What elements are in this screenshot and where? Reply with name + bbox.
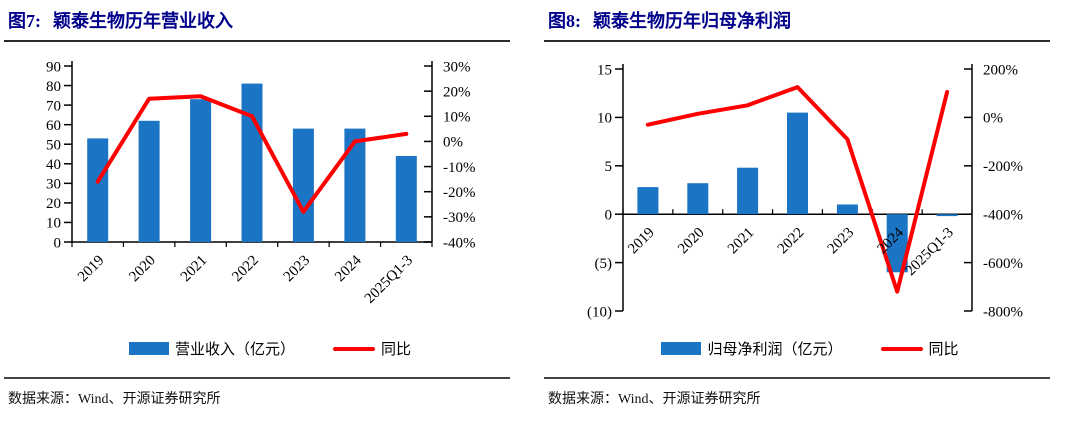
svg-text:0: 0	[54, 235, 62, 251]
svg-text:2025Q1-3: 2025Q1-3	[362, 253, 416, 307]
legend-item-net-profit-bars: 归母净利润（亿元）	[661, 338, 843, 359]
legend-label: 营业收入（亿元）	[174, 342, 295, 358]
svg-text:-600%: -600%	[983, 256, 1023, 272]
svg-text:2019: 2019	[625, 225, 658, 258]
svg-text:-10%: -10%	[443, 160, 476, 176]
data-source-note: 数据来源：Wind、开源证券研究所	[548, 392, 761, 407]
svg-text:2024: 2024	[332, 252, 365, 285]
panel-revenue-chart: 图7: 颖泰生物历年营业收入 90 80 70 60 50 40 30 20 10 0 30% 20% 1…	[0, 7, 540, 407]
svg-text:0%: 0%	[443, 135, 463, 151]
net-profit-chart-legend: 归母净利润（亿元） 同比	[540, 338, 1080, 359]
panel-net-profit-chart: 图8: 颖泰生物历年归母净利润 15 10 5 0 (5) (10) 200% 0% -200% -…	[540, 0, 1080, 422]
svg-text:-40%: -40%	[443, 235, 476, 251]
title-underline	[544, 40, 1050, 42]
figure-number-label: 图8:	[548, 11, 581, 31]
footer-divider	[544, 377, 1050, 379]
svg-text:70: 70	[46, 98, 61, 114]
bar-series-swatch-icon	[661, 342, 702, 355]
svg-text:2019: 2019	[75, 253, 108, 286]
bar-series-swatch-icon	[128, 342, 169, 355]
bar-series	[637, 112, 958, 273]
svg-text:30: 30	[46, 177, 61, 193]
svg-text:(5): (5)	[595, 256, 613, 272]
svg-text:2021: 2021	[178, 253, 211, 286]
svg-text:10: 10	[597, 111, 612, 127]
revenue-chart-legend: 营业收入（亿元） 同比	[0, 338, 540, 359]
svg-text:2023: 2023	[281, 253, 314, 286]
svg-text:2022: 2022	[229, 253, 262, 286]
line-series-swatch-icon	[333, 346, 375, 351]
legend-label: 归母净利润（亿元）	[707, 342, 843, 358]
svg-text:50: 50	[46, 137, 61, 153]
svg-text:10%: 10%	[443, 110, 471, 126]
svg-text:-200%: -200%	[983, 159, 1023, 175]
svg-text:60: 60	[46, 118, 61, 134]
svg-text:30%: 30%	[443, 59, 471, 75]
axes: 90 80 70 60 50 40 30 20 10 0 30% 20% 10% 0% -10% -20% -3…	[46, 59, 476, 251]
data-source-note: 数据来源：Wind、开源证券研究所	[8, 392, 221, 407]
svg-text:(10): (10)	[587, 304, 612, 320]
chart-title-net-profit: 图8: 颖泰生物历年归母净利润	[548, 7, 1060, 33]
svg-text:2021: 2021	[725, 225, 758, 258]
footer-divider	[4, 377, 510, 379]
net-profit-chart-canvas: 15 10 5 0 (5) (10) 200% 0% -200% -400% -600% -800% 2…	[540, 45, 1080, 337]
svg-text:2020: 2020	[675, 225, 708, 258]
svg-text:0%: 0%	[983, 111, 1003, 127]
svg-text:-20%: -20%	[443, 185, 476, 201]
svg-text:15: 15	[597, 62, 612, 78]
svg-text:5: 5	[605, 159, 613, 175]
chart-title-revenue: 图7: 颖泰生物历年营业收入	[8, 7, 520, 33]
svg-text:80: 80	[46, 79, 61, 95]
svg-text:0: 0	[605, 207, 613, 223]
chart-title-text: 颖泰生物历年营业收入	[53, 11, 233, 31]
svg-text:10: 10	[46, 216, 61, 232]
svg-text:90: 90	[46, 59, 61, 75]
combo-chart-svg: 15 10 5 0 (5) (10) 200% 0% -200% -400% -600% -800% 2…	[587, 62, 1023, 320]
line-series-swatch-icon	[880, 346, 923, 351]
legend-item-yoy-line: 同比	[880, 338, 959, 359]
legend-label: 同比	[381, 342, 412, 358]
svg-text:40: 40	[46, 157, 61, 173]
svg-text:2022: 2022	[775, 225, 808, 258]
svg-text:-30%: -30%	[443, 210, 476, 226]
svg-text:2020: 2020	[126, 253, 159, 286]
legend-item-yoy-line: 同比	[333, 338, 411, 359]
svg-text:200%: 200%	[983, 62, 1018, 78]
bar-series	[87, 83, 417, 242]
svg-text:20%: 20%	[443, 84, 471, 100]
svg-text:2023: 2023	[825, 225, 858, 258]
title-underline	[4, 40, 510, 42]
combo-chart-svg: 90 80 70 60 50 40 30 20 10 0 30% 20% 10% 0% -10% -20% -3…	[46, 59, 476, 307]
legend-label: 同比	[928, 342, 959, 358]
svg-text:-400%: -400%	[983, 207, 1023, 223]
svg-text:-800%: -800%	[983, 304, 1023, 320]
yoy-line	[95, 94, 409, 214]
legend-item-revenue-bars: 营业收入（亿元）	[128, 338, 295, 359]
yoy-line	[645, 85, 950, 294]
revenue-chart-canvas: 90 80 70 60 50 40 30 20 10 0 30% 20% 10% 0% -10% -20% -3…	[0, 45, 540, 337]
figure-number-label: 图7:	[8, 11, 41, 31]
svg-text:20: 20	[46, 196, 61, 212]
chart-title-text: 颖泰生物历年归母净利润	[593, 11, 791, 31]
